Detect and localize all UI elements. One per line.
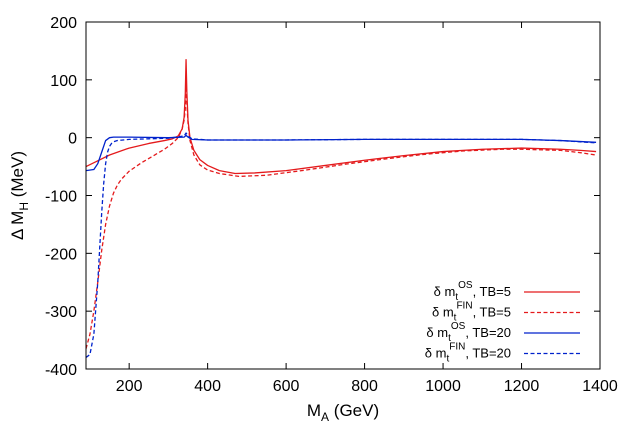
y-tick-label: 100 bbox=[50, 73, 77, 90]
x-tick-label: 1000 bbox=[425, 378, 461, 395]
y-tick-label: -200 bbox=[45, 246, 77, 263]
x-tick-label: 800 bbox=[351, 378, 378, 395]
y-tick-label: 0 bbox=[68, 131, 77, 148]
y-tick-label: -100 bbox=[45, 189, 77, 206]
x-axis-title: MA (GeV) bbox=[307, 401, 379, 424]
legend: δ mtOS, TB=5δ mtFIN, TB=5δ mtOS, TB=20δ … bbox=[425, 280, 580, 365]
series-line-1 bbox=[86, 58, 597, 175]
y-tick-label: -300 bbox=[45, 304, 77, 321]
series-line-4 bbox=[86, 132, 597, 358]
y-axis-title: Δ MH (MeV) bbox=[8, 151, 31, 240]
x-tick-label: 200 bbox=[116, 378, 143, 395]
series-layer bbox=[86, 58, 597, 358]
legend-label-2: δ mtFIN, TB=5 bbox=[432, 301, 511, 324]
x-tick-label: 600 bbox=[273, 378, 300, 395]
y-tick-label: 200 bbox=[50, 15, 77, 32]
y-tick-label: -400 bbox=[45, 362, 77, 379]
legend-label-3: δ mtOS, TB=20 bbox=[426, 321, 511, 344]
x-tick-label: 400 bbox=[194, 378, 221, 395]
legend-label-4: δ mtFIN, TB=20 bbox=[425, 342, 511, 365]
x-tick-label: 1400 bbox=[582, 378, 618, 395]
series-line-2 bbox=[86, 79, 597, 349]
ticks-layer: 200 400 600 800 1000 1200 1400-400-300-200-100… bbox=[45, 15, 618, 395]
x-tick-label: 1200 bbox=[504, 378, 540, 395]
legend-label-1: δ mtOS, TB=5 bbox=[434, 280, 511, 303]
